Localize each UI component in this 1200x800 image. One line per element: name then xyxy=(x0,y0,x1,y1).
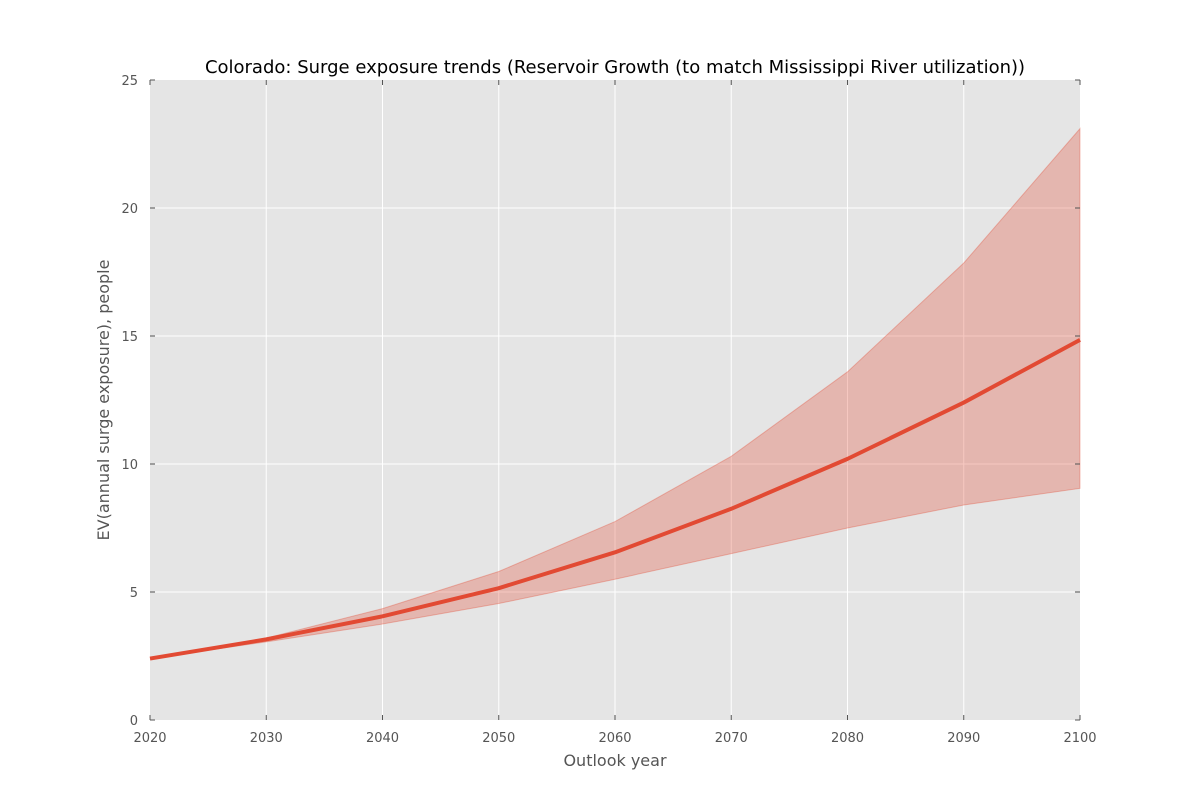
x-axis-title: Outlook year xyxy=(563,751,667,770)
x-tick-label: 2080 xyxy=(831,731,864,746)
y-tick-label: 5 xyxy=(130,586,138,601)
y-tick-label: 10 xyxy=(121,458,138,473)
uncertainty-band-layer xyxy=(149,127,1081,660)
x-tick-label: 2020 xyxy=(133,731,166,746)
y-tick-label: 25 xyxy=(121,74,138,89)
x-tick-label: 2070 xyxy=(715,731,748,746)
x-tick-label: 2060 xyxy=(598,731,631,746)
chart-title: Colorado: Surge exposure trends (Reservo… xyxy=(205,57,1025,78)
x-tick-label: 2090 xyxy=(947,731,980,746)
y-tick-label: 15 xyxy=(121,330,138,345)
x-tick-label: 2100 xyxy=(1063,731,1096,746)
tick-labels: 2020 2030 2040 2050 2060 2070 2080 2090 2100 0 5 10… xyxy=(121,74,1096,746)
tick-marks xyxy=(149,79,1081,721)
y-tick-label: 20 xyxy=(121,202,138,217)
x-tick-label: 2030 xyxy=(250,731,283,746)
y-axis-title: EV(annual surge exposure), people xyxy=(94,260,113,541)
uncertainty-band xyxy=(149,127,1081,660)
series-line xyxy=(149,338,1081,661)
x-tick-label: 2040 xyxy=(366,731,399,746)
y-tick-label: 0 xyxy=(130,714,138,729)
grid-lines xyxy=(150,80,1080,720)
x-tick-label: 2050 xyxy=(482,731,515,746)
series-line-layer xyxy=(149,338,1081,661)
